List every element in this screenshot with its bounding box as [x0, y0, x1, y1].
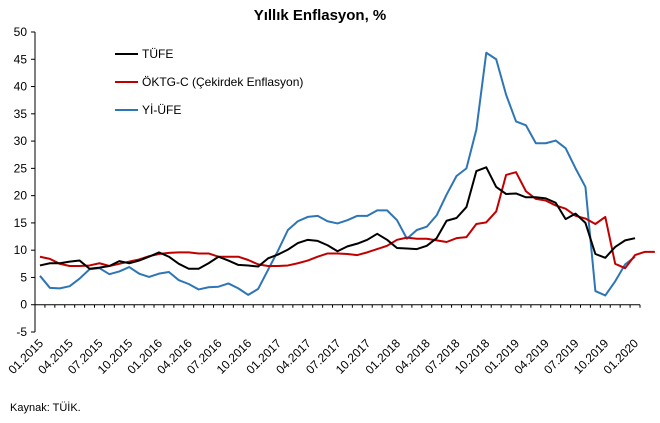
y-tick-label: 50 [14, 25, 28, 39]
y-tick-label: 35 [14, 107, 28, 121]
y-tick-label: 0 [20, 298, 27, 312]
y-tick-label: 15 [14, 216, 28, 230]
y-tick-label: 45 [14, 52, 28, 66]
legend-label: ÖKTG-C (Çekirdek Enflasyon) [142, 75, 303, 89]
y-tick-label: 20 [14, 189, 28, 203]
source-note: Kaynak: TÜİK. [10, 401, 81, 414]
y-axis: -5 0 5 10 15 20 25 30 35 40 45 50 [14, 25, 36, 339]
chart-title: Yıllık Enflasyon, % [254, 7, 387, 24]
y-tick-label: -5 [16, 325, 27, 339]
y-tick-label: 10 [14, 243, 28, 257]
y-tick-label: 25 [14, 161, 28, 175]
y-tick-label: 5 [20, 270, 27, 284]
y-tick-label: 40 [14, 80, 28, 94]
x-axis: 01.201504.201507.201510.201501.201604.20… [5, 304, 641, 377]
legend: TÜFE ÖKTG-C (Çekirdek Enflasyon) Yİ-ÜFE [115, 47, 303, 117]
legend-label: TÜFE [142, 47, 173, 61]
series-line-2 [39, 51, 636, 297]
y-tick-label: 30 [14, 134, 28, 148]
series-line-0 [39, 166, 636, 270]
series-lines [39, 51, 655, 297]
legend-label: Yİ-ÜFE [142, 103, 181, 117]
